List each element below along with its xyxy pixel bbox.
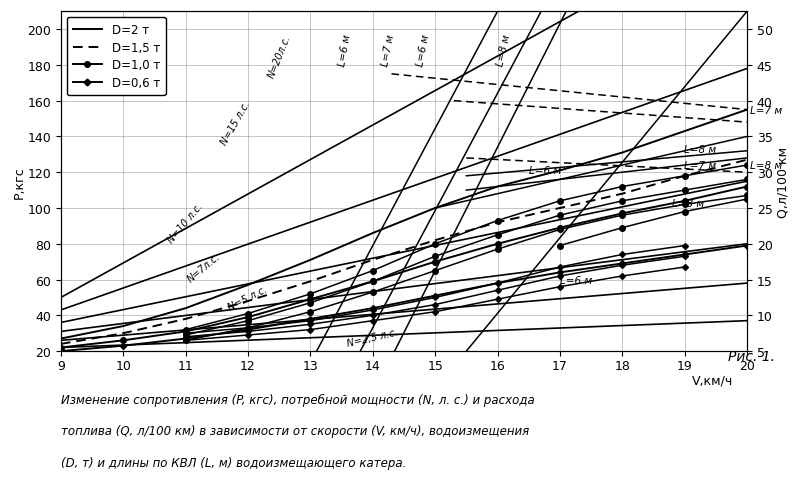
Y-axis label: P,кгс: P,кгс — [13, 165, 26, 198]
Text: L=6 м: L=6 м — [414, 34, 430, 67]
Text: L=7 м: L=7 м — [683, 161, 715, 170]
Text: L=6 м: L=6 м — [337, 34, 352, 67]
Text: L=8 м: L=8 м — [672, 198, 704, 208]
Text: N=15 л.с.: N=15 л.с. — [219, 99, 251, 146]
Text: N=5 л.с.: N=5 л.с. — [226, 284, 269, 312]
Text: L=6 м: L=6 м — [528, 166, 560, 176]
Text: (D, т) и длины по КВЛ (L, м) водоизмещающего катера.: (D, т) и длины по КВЛ (L, м) водоизмещаю… — [61, 456, 406, 469]
Text: N=10 л.с.: N=10 л.с. — [166, 201, 205, 244]
Legend: D=2 т, D=1,5 т, D=1,0 т, D=0,6 т: D=2 т, D=1,5 т, D=1,0 т, D=0,6 т — [67, 18, 165, 96]
Text: L=8 м: L=8 м — [495, 34, 512, 67]
Text: N=7л.с.: N=7л.с. — [186, 251, 222, 284]
Y-axis label: Q,л/100 км: Q,л/100 км — [776, 146, 789, 217]
Text: L=8 м: L=8 м — [683, 145, 715, 155]
X-axis label: V,км/ч: V,км/ч — [691, 373, 732, 386]
Text: L=6 м: L=6 м — [560, 275, 591, 285]
Text: L=7 м: L=7 м — [380, 34, 396, 67]
Text: топлива (Q, л/100 км) в зависимости от скорости (V, км/ч), водоизмещения: топлива (Q, л/100 км) в зависимости от с… — [61, 425, 529, 438]
Text: N=2,5 л.с.: N=2,5 л.с. — [346, 326, 399, 348]
Text: Изменение сопротивления (P, кгс), потребной мощности (N, л. с.) и расхода: Изменение сопротивления (P, кгс), потреб… — [61, 393, 534, 406]
Text: L=7 м: L=7 м — [749, 105, 782, 115]
Text: N=20л.с.: N=20л.с. — [266, 34, 292, 80]
Text: L=8 м: L=8 м — [749, 161, 782, 171]
Text: Рис. 1.: Рис. 1. — [727, 349, 775, 364]
